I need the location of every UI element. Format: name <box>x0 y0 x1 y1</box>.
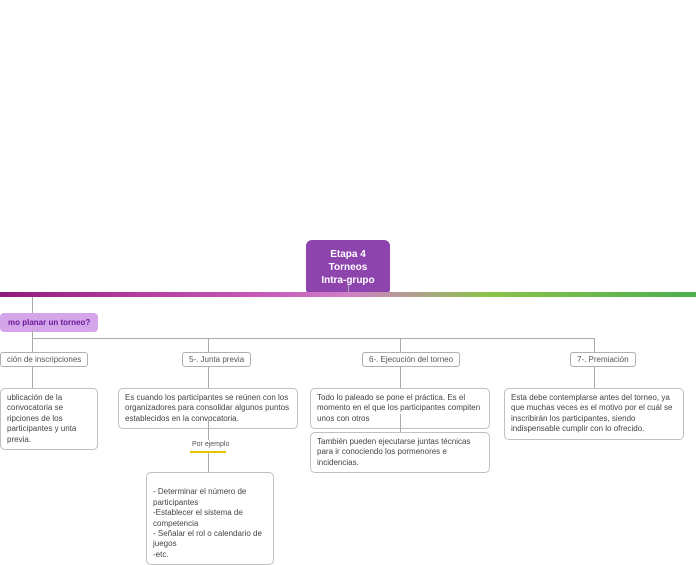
b2-v4 <box>208 453 209 472</box>
b2-v1 <box>208 338 209 352</box>
b3-box2: También pueden ejecutarse juntas técnica… <box>310 432 490 473</box>
b3-v3 <box>400 414 401 432</box>
b4-v2 <box>594 366 595 388</box>
b3-box-text: Todo lo paleado se pone el práctica. Es … <box>317 393 480 423</box>
b2-v3 <box>208 418 209 440</box>
branch-hline <box>32 338 594 339</box>
root-connector <box>348 285 349 292</box>
b2-tag: 5-. Junta previa <box>182 352 251 367</box>
b4-box-text: Esta debe contemplarse antes del torneo,… <box>511 393 672 433</box>
b3-tag: 6-. Ejecución del torneo <box>362 352 460 367</box>
root-line1: Etapa 4 <box>330 249 366 260</box>
b4-v1 <box>594 338 595 352</box>
sub-down <box>32 330 33 338</box>
b1-box: ublicación de la convocatoria se ripcion… <box>0 388 98 450</box>
b1-tag-text: ción de inscripciones <box>7 355 81 364</box>
b2-box2-text: - Determinar el número de participantes … <box>153 487 262 558</box>
b1-v1 <box>32 338 33 352</box>
b2-example-label: Por ejemplo <box>192 441 229 448</box>
b1-box-text: ublicación de la convocatoria se ripcion… <box>7 393 76 444</box>
b2-tag-text: 5-. Junta previa <box>189 355 244 364</box>
b1-v2 <box>32 366 33 388</box>
b4-box: Esta debe contemplarse antes del torneo,… <box>504 388 684 440</box>
sub-node: mo planar un torneo? <box>0 313 98 332</box>
b1-tag: ción de inscripciones <box>0 352 88 367</box>
sub-node-text: mo planar un torneo? <box>8 318 90 327</box>
b2-example-text: Por ejemplo <box>192 441 229 448</box>
b4-tag: 7-. Premiación <box>570 352 636 367</box>
b3-tag-text: 6-. Ejecución del torneo <box>369 355 453 364</box>
gradient-line <box>0 292 696 297</box>
root-line2: Torneos <box>329 262 368 273</box>
b2-v2 <box>208 366 209 388</box>
b3-box2-text: También pueden ejecutarse juntas técnica… <box>317 437 470 467</box>
b3-v2 <box>400 366 401 388</box>
b2-box2: - Determinar el número de participantes … <box>146 472 274 565</box>
sub-connector <box>32 297 33 313</box>
b3-v1 <box>400 338 401 352</box>
b4-tag-text: 7-. Premiación <box>577 355 629 364</box>
